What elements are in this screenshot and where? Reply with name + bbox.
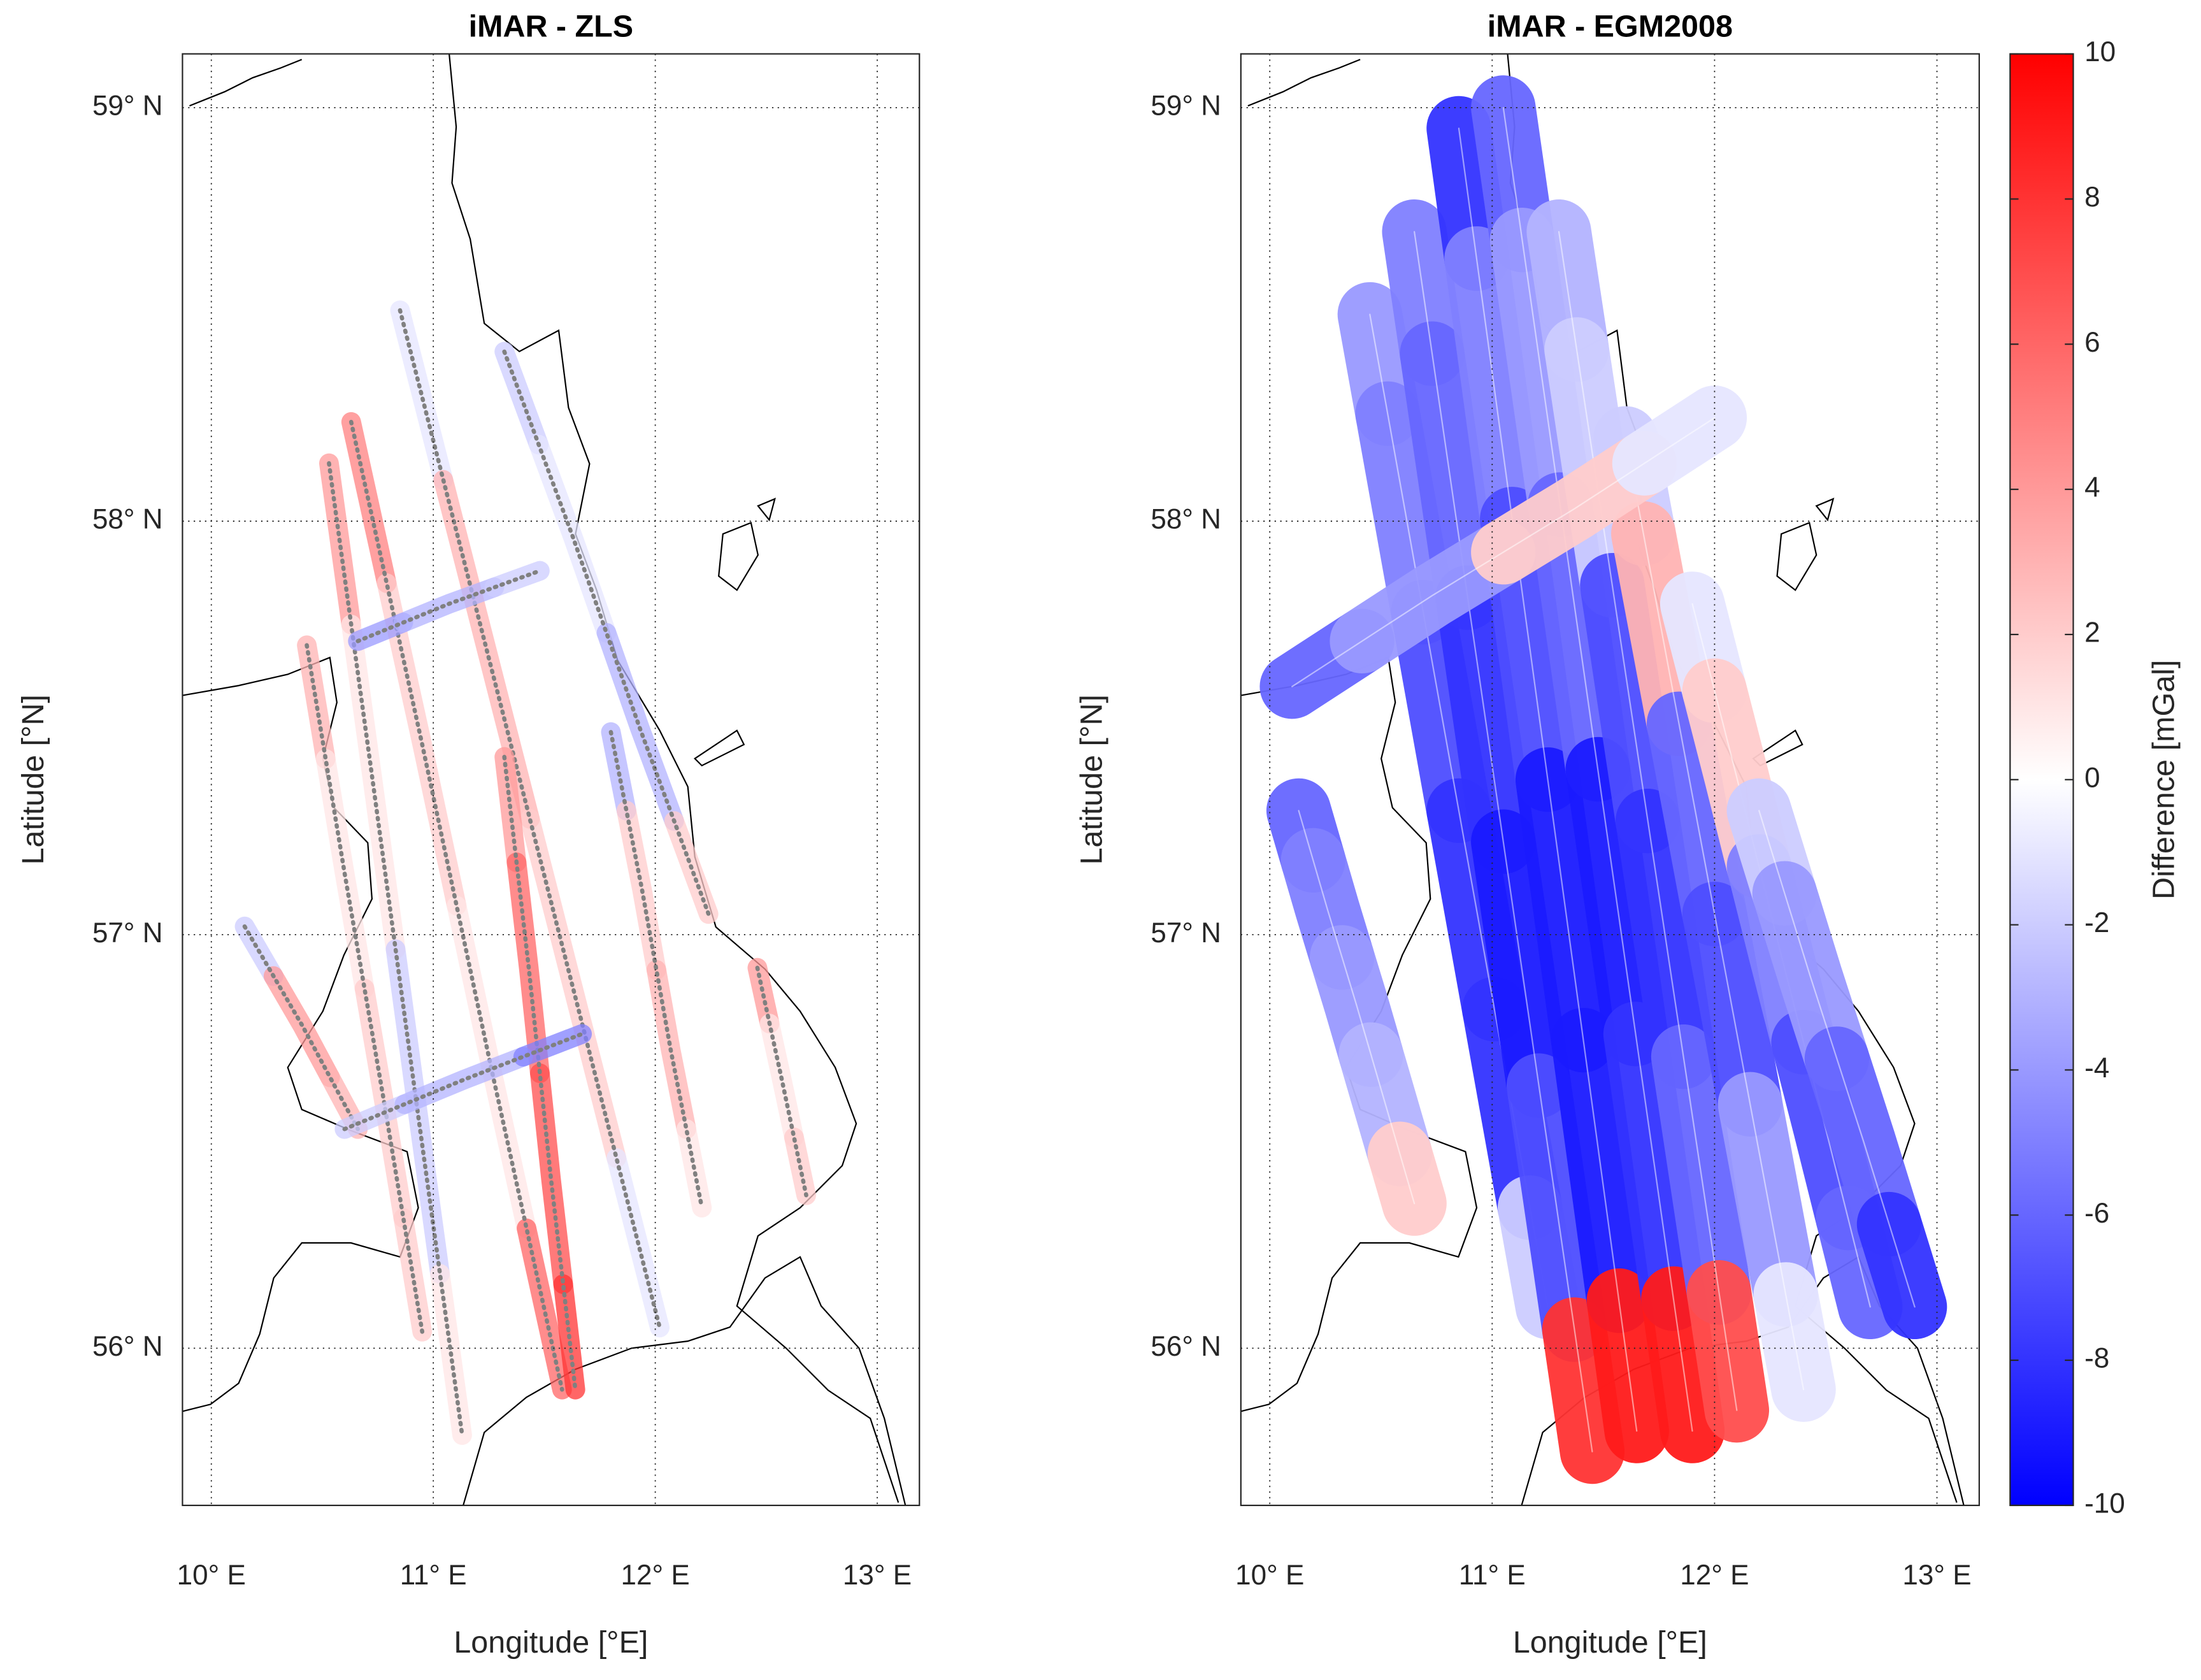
x-tick-label: 12° E [1680,1560,1749,1591]
x-tick-label: 10° E [1235,1560,1304,1591]
axes-frame [182,53,921,1507]
x-axis-label: Longitude [°E] [454,1625,648,1660]
x-tick-label: 13° E [843,1560,912,1591]
y-tick-label: 58° N [92,504,163,535]
x-tick-label: 13° E [1902,1560,1971,1591]
map-area [182,54,907,1505]
track-line [327,461,464,1437]
colorbar-tick-label: 6 [2084,327,2100,358]
colorbar-tick-label: -8 [2084,1343,2109,1374]
x-axis-label: Longitude [°E] [1513,1625,1707,1660]
x-tick-label: 12° E [620,1560,689,1591]
track-line [305,643,425,1334]
colorbar-tick-label: -6 [2084,1198,2109,1229]
track-line [1458,127,1638,1432]
track-line [608,729,705,1210]
y-tick-label: 57° N [92,917,163,949]
axes-background [182,54,920,1505]
track-line [1758,810,1916,1308]
y-tick-label: 56° N [1151,1331,1221,1362]
colorbar-tick-label: 8 [2084,182,2100,213]
chart-title: iMAR - EGM2008 [1488,10,1733,44]
y-axis-label: Latitude [°N] [16,694,50,865]
track-line [502,754,578,1392]
chart-title: iMAR - ZLS [469,10,633,44]
track-line [398,308,662,1330]
colorbar-label: Difference [mGal] [2147,660,2181,900]
track-line [355,568,542,643]
track-segment [494,747,527,872]
x-tick-label: 11° E [400,1560,467,1591]
x-tick-label: 11° E [1459,1560,1526,1591]
colorbar-tick-label: 2 [2084,617,2100,649]
track-line [1291,417,1716,687]
colorbar-tick-label: 0 [2084,762,2100,793]
y-tick-label: 59° N [1151,90,1221,122]
x-tick-label: 10° E [177,1560,246,1591]
colorbar [2009,53,2074,1507]
track-line [755,965,808,1198]
colorbar-tick-label: -10 [2084,1488,2125,1519]
y-tick-label: 58° N [1151,504,1221,535]
colorbar-tick-label: 10 [2084,36,2116,68]
colorbar-tick-label: 4 [2084,472,2100,503]
y-tick-label: 59° N [92,90,163,122]
y-axis-label: Latitude [°N] [1074,694,1108,865]
y-tick-label: 57° N [1151,917,1221,949]
track-line [1502,106,1693,1432]
track-line [1298,810,1416,1205]
track-line [502,349,711,917]
colorbar-tick-label: -4 [2084,1052,2109,1084]
axes-frame [1240,53,1980,1507]
track-line [1414,231,1593,1453]
colorbar-tick-label: -2 [2084,907,2109,938]
track-line [1558,231,1738,1411]
track-line [242,924,361,1131]
y-tick-label: 56° N [92,1331,163,1362]
track-line [342,1031,584,1131]
map-area [1240,54,1965,1505]
